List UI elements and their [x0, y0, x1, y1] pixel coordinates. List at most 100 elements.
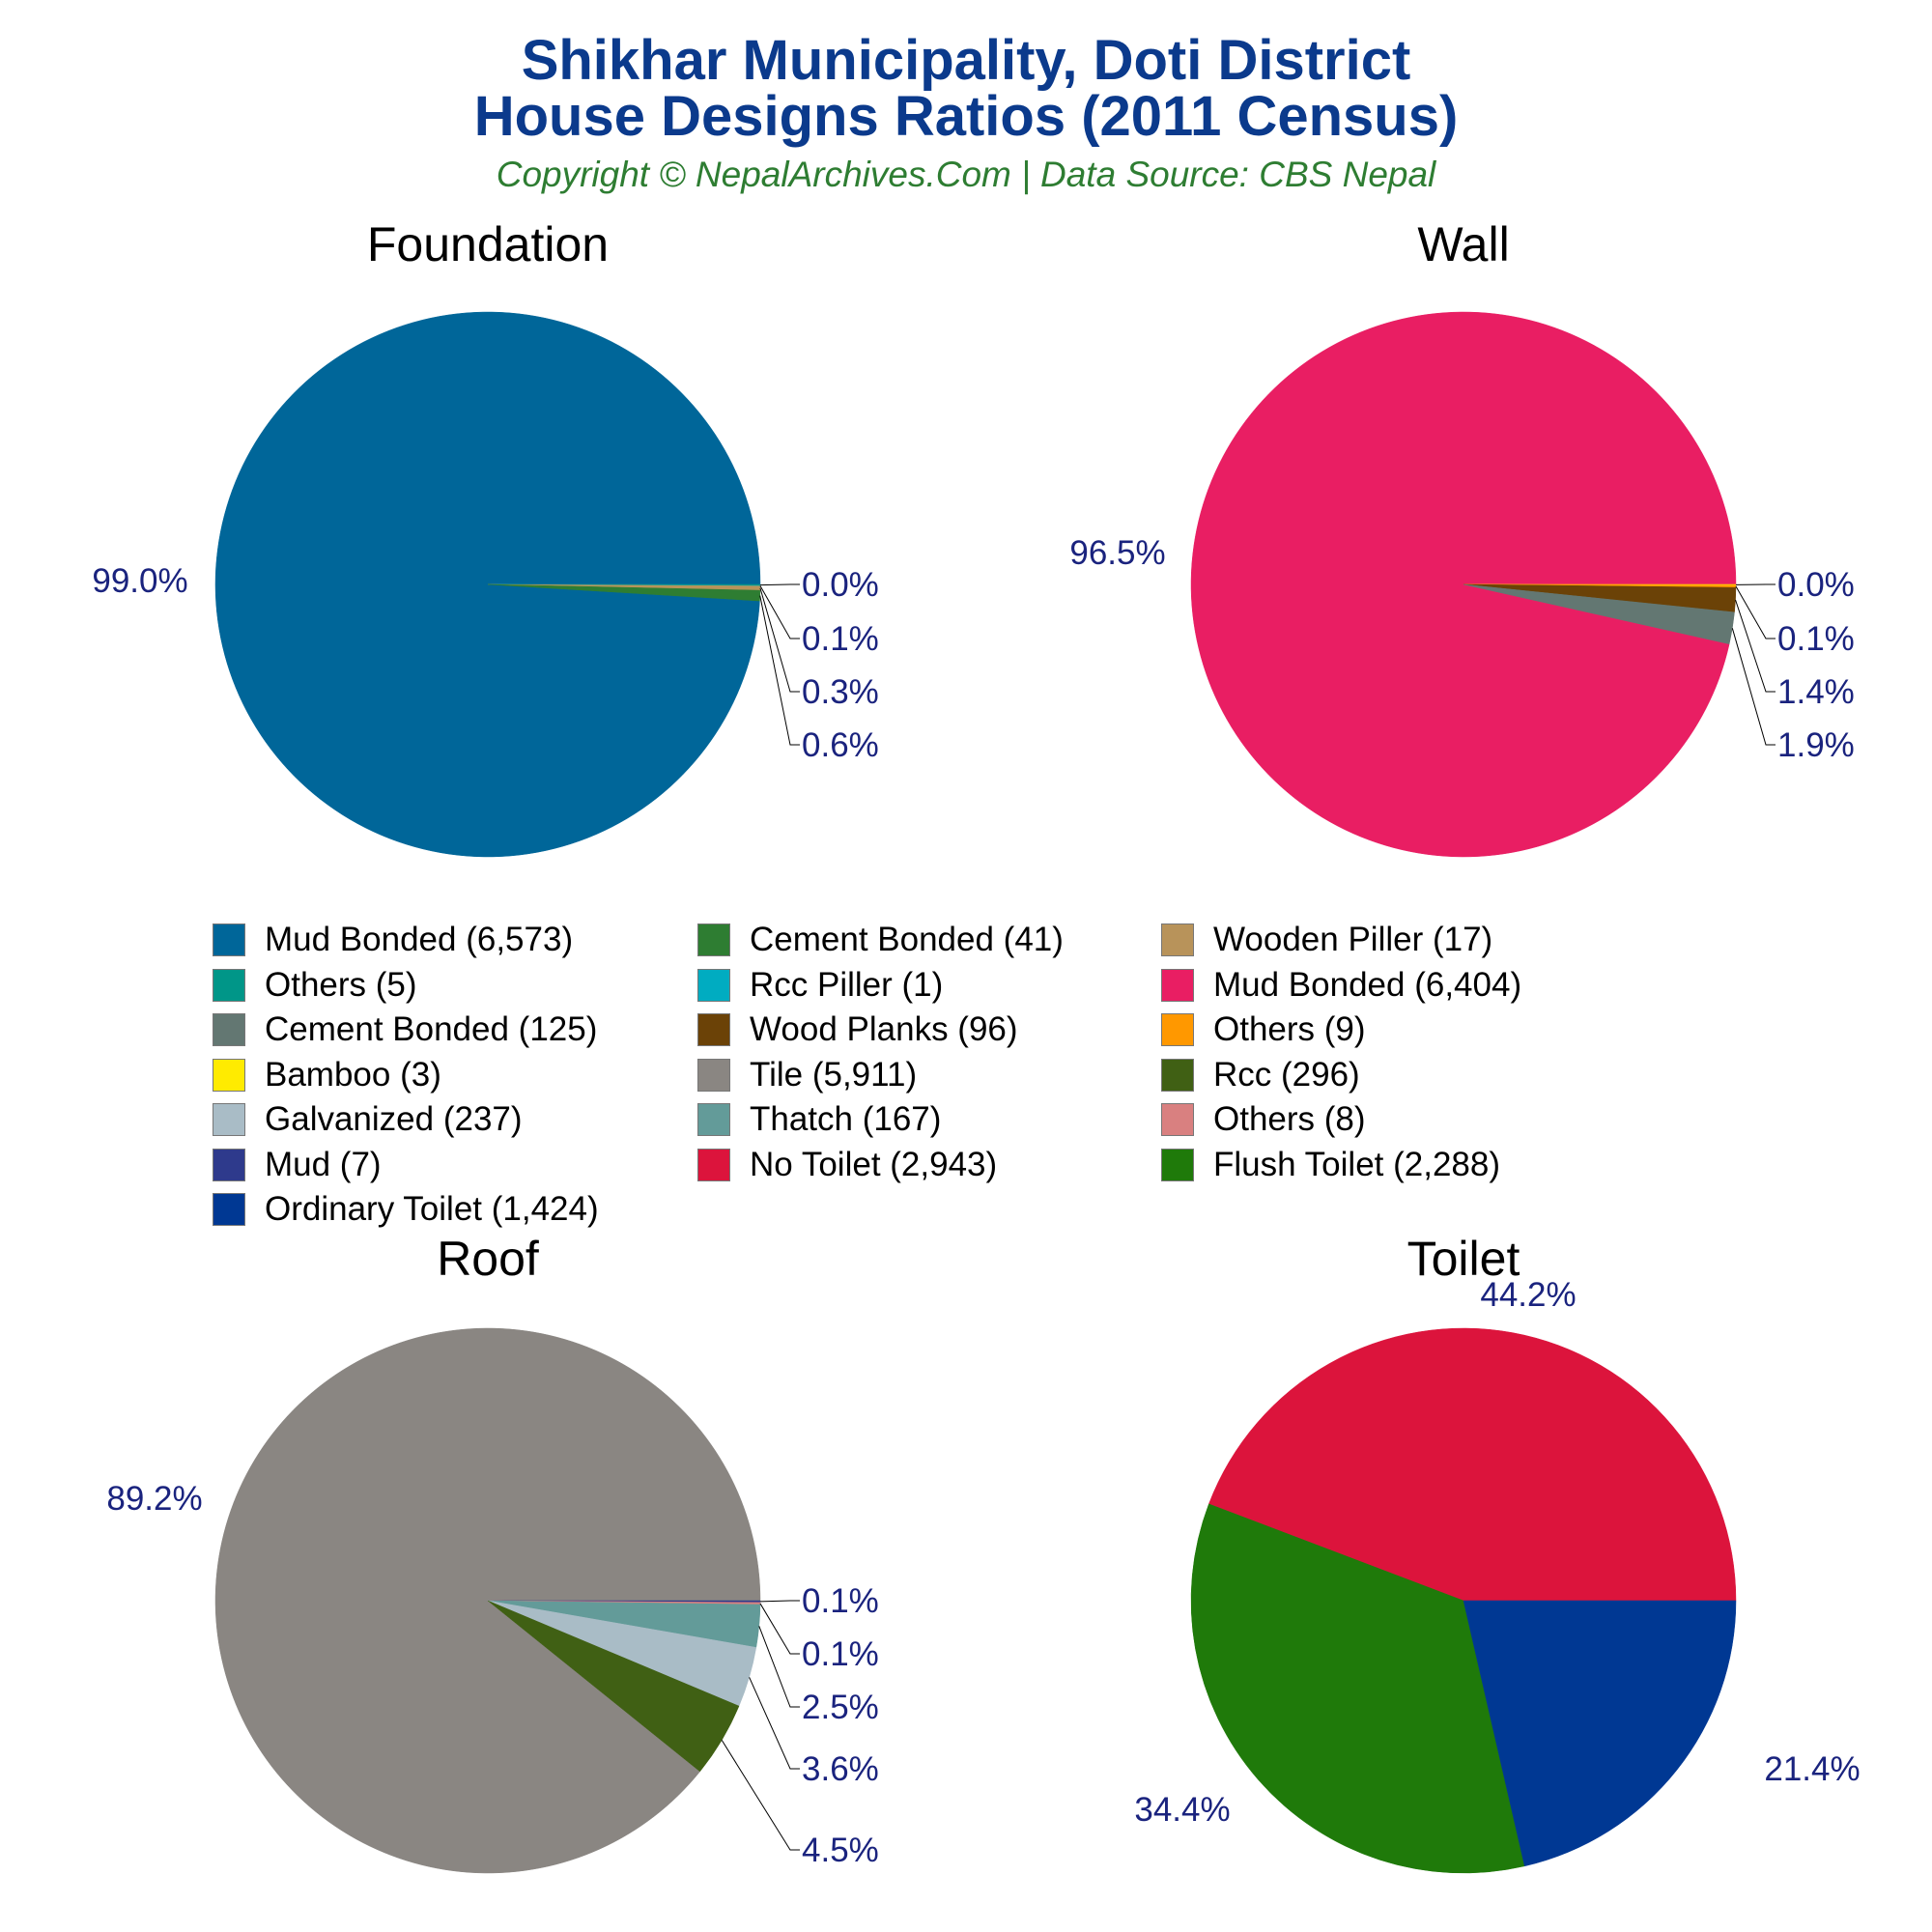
legend-item: Galvanized (237) [213, 1097, 523, 1142]
wall-label-main: 96.5% [1069, 534, 1165, 572]
legend-swatch [213, 1103, 245, 1136]
wall-label-bamboo: 0.0% [1777, 566, 1855, 604]
legend-swatch [213, 1193, 245, 1226]
legend-swatch [213, 1148, 245, 1181]
legend-item: Wooden Piller (17) [1161, 918, 1492, 962]
chart-title-line2: House Designs Ratios (2011 Census) [473, 85, 1459, 148]
legend-label: Tile (5,911) [750, 1055, 918, 1094]
legend-swatch [697, 1103, 730, 1136]
legend-label: Mud Bonded (6,404) [1213, 965, 1522, 1004]
foundation-leader-line [759, 583, 800, 586]
legend-item: Cement Bonded (41) [697, 918, 1064, 962]
legend-label: Rcc Piller (1) [750, 965, 944, 1004]
legend-swatch [213, 923, 245, 956]
wall-chart-title: Wall [1417, 217, 1509, 271]
legend-item: Others (9) [1161, 1008, 1366, 1052]
legend-item: Mud Bonded (6,573) [213, 918, 573, 962]
legend-swatch [1161, 1103, 1194, 1136]
legend-swatch [697, 968, 730, 1002]
wall-label-others: 0.1% [1777, 620, 1855, 658]
legend-label: Others (8) [1213, 1100, 1366, 1138]
wall-label-wood-planks: 1.4% [1777, 673, 1855, 711]
legend-swatch [213, 1013, 245, 1046]
legend-label: Others (9) [1213, 1010, 1366, 1048]
legend-item: Rcc Piller (1) [697, 963, 943, 1008]
legend-swatch [1161, 1148, 1194, 1181]
roof-leader-line [759, 1600, 800, 1603]
wall-leader-line [1735, 585, 1776, 639]
legend-label: Wooden Piller (17) [1213, 921, 1493, 958]
legend-item: No Toilet (2,943) [697, 1143, 997, 1187]
wall-leader-line [1731, 628, 1776, 746]
roof-chart-title: Roof [437, 1232, 539, 1286]
foundation-label-cement-bonded: 0.6% [802, 726, 879, 764]
legend-item: Ordinary Toilet (1,424) [213, 1187, 599, 1232]
toilet-slice-no-toilet [1208, 1327, 1737, 1602]
legend-swatch [213, 968, 245, 1002]
legend-item: Cement Bonded (125) [213, 1008, 597, 1052]
legend-label: Mud (7) [265, 1145, 382, 1183]
legend-label: Flush Toilet (2,288) [1213, 1145, 1501, 1183]
foundation-label-main: 99.0% [92, 562, 187, 600]
legend-item: Others (8) [1161, 1097, 1366, 1142]
roof-label-main: 89.2% [106, 1480, 202, 1518]
legend-label: Bamboo (3) [265, 1055, 441, 1094]
legend-swatch [697, 1058, 730, 1092]
roof-label-others: 0.1% [802, 1635, 879, 1673]
foundation-label-others: 0.0% [802, 566, 879, 604]
legend-item: Rcc (296) [1161, 1053, 1360, 1097]
legend-label: No Toilet (2,943) [750, 1145, 998, 1183]
legend-swatch [1161, 1058, 1194, 1092]
toilet-slice-ordinary-toilet [1463, 1600, 1737, 1867]
foundation-leader-line [759, 585, 800, 639]
foundation-leader-line [759, 587, 800, 693]
foundation-leader-line [759, 595, 800, 746]
legend-item: Flush Toilet (2,288) [1161, 1143, 1500, 1187]
roof-label-rcc: 4.5% [802, 1832, 879, 1869]
legend-swatch [697, 1013, 730, 1046]
toilet-slice-flush-toilet [1190, 1503, 1525, 1874]
toilet-label-flush-toilet: 34.4% [1134, 1791, 1230, 1829]
legend-swatch [1161, 968, 1194, 1002]
chart-subtitle: Copyright © NepalArchives.Com | Data Sou… [496, 155, 1436, 194]
legend-label: Galvanized (237) [265, 1100, 523, 1138]
foundation-label-wooden-piller: 0.3% [802, 673, 879, 711]
foundation-slice-cement-bonded [487, 583, 761, 602]
legend-label: Ordinary Toilet (1,424) [265, 1190, 599, 1228]
roof-leader-line [759, 1603, 800, 1655]
legend-swatch [213, 1058, 245, 1092]
wall-label-cement-bonded: 1.9% [1777, 726, 1855, 764]
roof-slice-rcc [487, 1600, 740, 1773]
legend-label: Cement Bonded (41) [750, 921, 1064, 958]
toilet-label-ordinary-toilet: 21.4% [1764, 1750, 1860, 1788]
legend-item: Thatch (167) [697, 1097, 941, 1142]
legend-label: Wood Planks (96) [750, 1010, 1018, 1048]
legend-swatch [1161, 1013, 1194, 1046]
roof-leader-line [758, 1626, 800, 1708]
legend-label: Cement Bonded (125) [265, 1010, 598, 1048]
legend-label: Rcc (296) [1213, 1055, 1360, 1094]
foundation-label-rcc-piller: 0.1% [802, 620, 879, 658]
wall-leader-line [1735, 599, 1776, 693]
legend-item: Mud (7) [213, 1143, 382, 1187]
legend-item: Bamboo (3) [213, 1053, 441, 1097]
legend-swatch [697, 1148, 730, 1181]
legend-label: Thatch (167) [750, 1100, 942, 1138]
legend-item: Wood Planks (96) [697, 1008, 1018, 1052]
legend-item: Mud Bonded (6,404) [1161, 963, 1521, 1008]
roof-leader-line [749, 1677, 800, 1770]
toilet-label-no-toilet: 44.2% [1480, 1276, 1576, 1314]
roof-label-mud: 0.1% [802, 1582, 879, 1620]
toilet-chart-title: Toilet [1407, 1232, 1520, 1286]
foundation-chart-title: Foundation [367, 217, 609, 271]
legend-label: Mud Bonded (6,573) [265, 921, 574, 958]
roof-leader-line [721, 1740, 800, 1851]
legend-swatch [1161, 923, 1194, 956]
chart-title-line1: Shikhar Municipality, Doti District [521, 29, 1411, 92]
legend-swatch [697, 923, 730, 956]
roof-label-thatch: 2.5% [802, 1689, 879, 1726]
legend-label: Others (5) [265, 965, 417, 1004]
legend-item: Tile (5,911) [697, 1053, 917, 1097]
roof-label-galvanized: 3.6% [802, 1750, 879, 1788]
